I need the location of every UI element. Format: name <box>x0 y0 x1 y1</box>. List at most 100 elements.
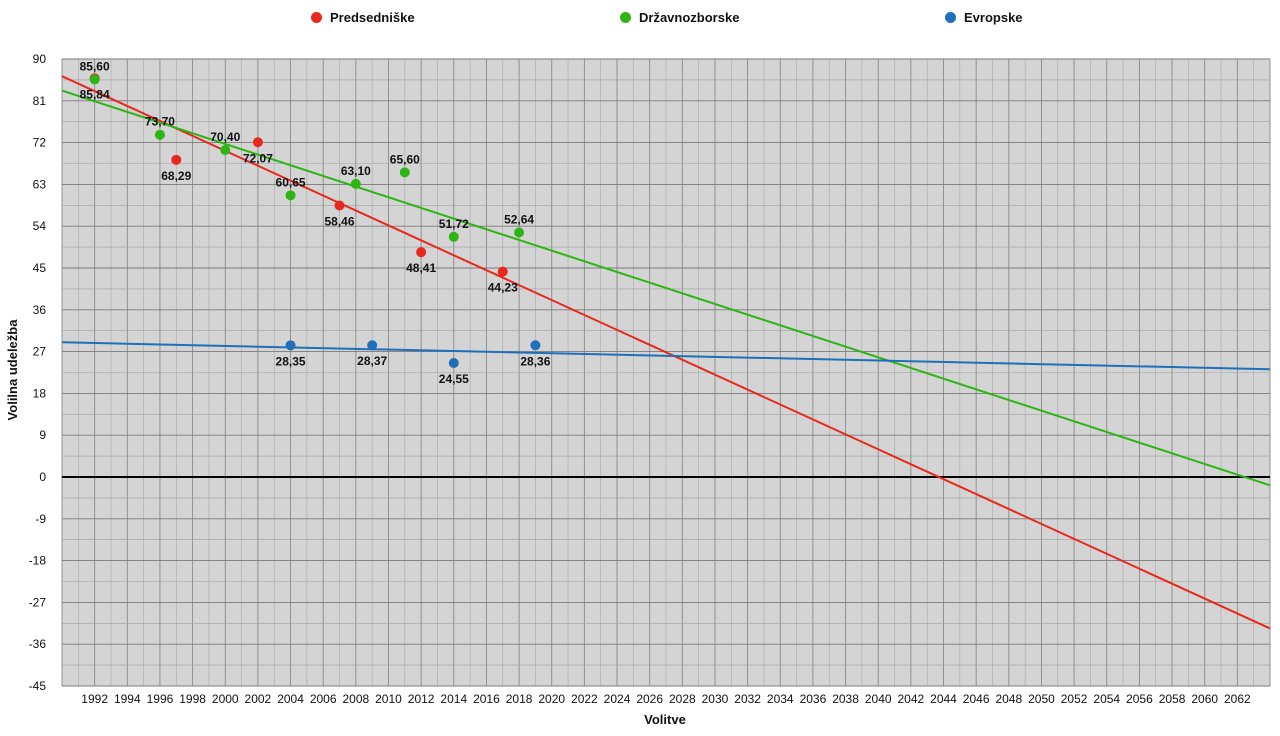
x-tick-label: 2036 <box>800 692 827 706</box>
x-tick-label: 2008 <box>342 692 369 706</box>
x-tick-label: 1998 <box>179 692 206 706</box>
y-tick-label: -9 <box>35 512 46 526</box>
y-tick-label: 45 <box>33 261 47 275</box>
y-tick-label: -45 <box>29 679 47 693</box>
x-tick-label: 2042 <box>898 692 925 706</box>
y-tick-label: -36 <box>29 637 47 651</box>
legend-item-drzavnozborske: Državnozborske <box>620 10 739 25</box>
data-point <box>171 154 182 165</box>
data-points <box>89 73 541 368</box>
x-tick-label: 2020 <box>538 692 565 706</box>
y-tick-label: 81 <box>33 94 47 108</box>
x-tick-label: 1992 <box>81 692 108 706</box>
x-tick-label: 2016 <box>473 692 500 706</box>
data-label: 73,70 <box>145 115 175 129</box>
x-tick-label: 2004 <box>277 692 304 706</box>
data-label: 48,41 <box>406 261 436 275</box>
data-point <box>350 178 361 189</box>
y-tick-label: 18 <box>33 386 47 400</box>
data-label: 28,36 <box>520 354 550 368</box>
trend-line <box>61 341 1271 371</box>
legend-dot-icon <box>311 12 322 23</box>
data-point <box>334 200 345 211</box>
x-tick-label: 2062 <box>1224 692 1251 706</box>
data-label: 63,10 <box>341 164 371 178</box>
x-tick-label: 2032 <box>734 692 761 706</box>
y-tick-label: 36 <box>33 303 47 317</box>
x-tick-label: 1996 <box>147 692 174 706</box>
data-label: 24,55 <box>439 372 469 386</box>
y-axis-title: Volilna udeležba <box>5 319 20 421</box>
legend-label: Predsedniške <box>330 10 415 25</box>
data-label: 28,35 <box>276 354 306 368</box>
data-point <box>448 231 459 242</box>
x-tick-label: 2000 <box>212 692 239 706</box>
y-tick-label: 63 <box>33 177 47 191</box>
data-label: 68,29 <box>161 169 191 183</box>
x-tick-label: 2002 <box>245 692 272 706</box>
x-tick-label: 2014 <box>440 692 467 706</box>
data-point <box>497 266 508 277</box>
data-point <box>367 340 378 351</box>
legend-item-evropske: Evropske <box>945 10 1023 25</box>
x-tick-label: 2024 <box>604 692 631 706</box>
trend-lines <box>61 75 1271 630</box>
legend-dot-icon <box>620 12 631 23</box>
x-tick-label: 2048 <box>995 692 1022 706</box>
legend-dot-icon <box>945 12 956 23</box>
x-tick-label: 2038 <box>832 692 859 706</box>
data-labels: 85,84 68,29 72,07 58,46 48,41 44,23 85,60 73,70… <box>80 59 551 386</box>
data-label: 85,60 <box>80 59 110 73</box>
x-tick-label: 2056 <box>1126 692 1153 706</box>
legend-label: Evropske <box>964 10 1023 25</box>
trend-line <box>61 89 1271 487</box>
x-axis-title: Volitve <box>644 712 686 727</box>
trend-line <box>61 75 1271 630</box>
y-tick-label: -27 <box>29 595 47 609</box>
x-tick-label: 2054 <box>1093 692 1120 706</box>
data-label: 60,65 <box>276 175 306 189</box>
data-point <box>448 357 459 368</box>
x-tick-label: 2052 <box>1061 692 1088 706</box>
x-tick-label: 2006 <box>310 692 337 706</box>
x-tick-label: 2058 <box>1159 692 1186 706</box>
x-tick-label: 1994 <box>114 692 141 706</box>
data-label: 70,40 <box>210 130 240 144</box>
x-tick-label: 2010 <box>375 692 402 706</box>
x-tick-label: 2044 <box>930 692 957 706</box>
x-tick-label: 2012 <box>408 692 435 706</box>
x-tick-label: 2034 <box>767 692 794 706</box>
x-tick-label: 2040 <box>865 692 892 706</box>
data-label: 72,07 <box>243 151 273 165</box>
y-tick-label: 0 <box>39 470 46 484</box>
legend-label: Državnozborske <box>639 10 740 25</box>
legend-item-predsedniske: Predsedniške <box>311 10 415 25</box>
data-point <box>399 167 410 178</box>
x-axis-ticks: 1992 1994 1996 1998 2000 2002 2004 2006 2008 2010… <box>81 692 1251 706</box>
x-tick-label: 2026 <box>636 692 663 706</box>
data-point <box>416 247 427 258</box>
data-label: 85,84 <box>80 87 110 101</box>
y-tick-label: 27 <box>33 345 47 359</box>
data-point <box>285 190 296 201</box>
y-tick-label: -18 <box>29 554 47 568</box>
data-point <box>220 145 231 156</box>
y-tick-label: 72 <box>33 136 47 150</box>
x-tick-label: 2030 <box>702 692 729 706</box>
data-point <box>154 129 165 140</box>
data-point <box>89 74 100 85</box>
data-label: 28,37 <box>357 354 387 368</box>
x-tick-label: 2028 <box>669 692 696 706</box>
data-point <box>252 137 263 148</box>
data-point <box>530 340 541 351</box>
data-point <box>285 340 296 351</box>
data-point <box>514 227 525 238</box>
legend: Predsedniške Državnozborske Evropske <box>0 10 1280 30</box>
y-tick-label: 9 <box>39 428 46 442</box>
y-tick-label: 90 <box>33 52 47 66</box>
data-label: 51,72 <box>439 217 469 231</box>
x-tick-label: 2022 <box>571 692 598 706</box>
x-tick-label: 2046 <box>963 692 990 706</box>
